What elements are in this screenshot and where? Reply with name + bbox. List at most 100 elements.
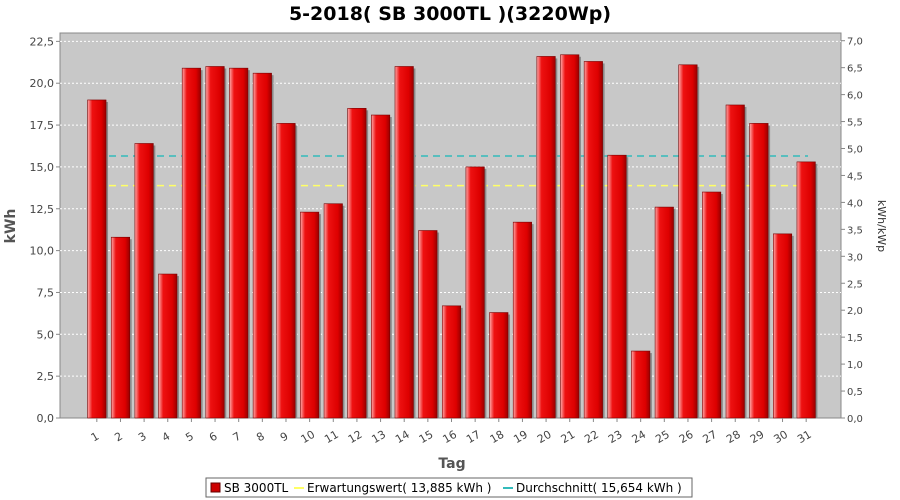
bar <box>607 154 627 419</box>
y-right-tick-label: 5,5 <box>847 118 863 129</box>
bar <box>536 56 556 419</box>
y-tick-label: 20,0 <box>30 77 55 90</box>
legend-box <box>205 477 693 498</box>
x-tick-label: 25 <box>653 428 672 446</box>
y-tick-label: 2,5 <box>37 370 55 383</box>
bar <box>702 191 722 419</box>
y-tick-label: 10,0 <box>30 245 55 258</box>
x-tick-label: 2 <box>112 430 125 445</box>
y-right-tick-label: 5,0 <box>847 145 863 156</box>
y-right-tick-label: 4,5 <box>847 171 863 182</box>
bar <box>796 161 816 419</box>
x-axis-label: Tag <box>438 456 465 472</box>
y-right-tick-label: 3,0 <box>847 252 863 263</box>
y-right-tick-label: 2,5 <box>847 279 863 290</box>
y-right-tick-label: 0,5 <box>847 387 863 398</box>
y-right-tick-label: 3,5 <box>847 225 863 236</box>
y-tick-label: 5,0 <box>37 328 55 341</box>
y-right-tick-label: 2,0 <box>847 306 863 317</box>
bar <box>678 64 698 419</box>
y-right-tick-label: 6,5 <box>847 64 863 75</box>
x-tick-label: 18 <box>488 428 507 446</box>
bar <box>87 99 107 419</box>
x-tick-label: 3 <box>136 430 149 445</box>
x-tick-label: 26 <box>677 428 696 446</box>
y-tick-label: 12,5 <box>30 203 55 216</box>
x-tick-label: 19 <box>511 428 530 446</box>
bar <box>347 108 367 419</box>
y-axis-left: 0,0 2,5 5,0 7,5 10,0 12,5 15,0 17,5 20,0 22,5 <box>30 35 60 425</box>
y-tick-label: 17,5 <box>30 119 55 132</box>
x-tick-label: 20 <box>535 428 554 446</box>
x-tick-label: 5 <box>183 430 196 445</box>
y-right-tick-label: 1,0 <box>847 360 863 371</box>
x-tick-label: 22 <box>582 428 601 446</box>
bar <box>110 236 130 419</box>
y-axis-label: kWh <box>3 209 19 244</box>
y-axis-right: 0,0 0,5 1,0 1,5 2,0 2,5 3,0 3,5 4,0 4,5 5,0 5,5 6,0 6… <box>841 37 863 425</box>
y-right-tick-label: 6,0 <box>847 91 863 102</box>
y-axis-right-label: kWh/kWp <box>875 200 888 252</box>
y-right-tick-label: 4,0 <box>847 198 863 209</box>
chart-title: 5-2018( SB 3000TL )(3220Wp) <box>289 3 611 25</box>
bar <box>134 143 154 419</box>
x-tick-label: 8 <box>254 430 267 445</box>
x-tick-label: 11 <box>322 428 341 446</box>
x-tick-label: 31 <box>795 428 814 446</box>
bar-series <box>87 54 818 419</box>
bar <box>181 67 201 419</box>
bar <box>441 305 462 419</box>
legend-label-average: Durchschnitt( 15,654 kWh ) <box>516 481 682 495</box>
bar <box>749 123 769 419</box>
bar <box>560 54 580 419</box>
x-tick-label: 28 <box>724 428 743 446</box>
x-tick-label: 29 <box>748 428 767 446</box>
x-tick-label: 9 <box>278 430 291 445</box>
legend-label-bars: SB 3000TL <box>224 481 289 495</box>
x-tick-label: 24 <box>630 428 649 446</box>
bar <box>631 350 651 419</box>
y-tick-label: 0,0 <box>37 412 55 425</box>
x-tick-label: 10 <box>299 428 318 446</box>
x-tick-label: 21 <box>559 428 578 446</box>
bar <box>583 61 603 419</box>
bar <box>371 114 391 419</box>
bar <box>512 221 532 419</box>
x-tick-label: 12 <box>346 428 365 446</box>
x-tick-label: 14 <box>393 428 412 446</box>
y-right-tick-label: 0,0 <box>847 414 863 425</box>
bar <box>418 230 438 419</box>
x-tick-label: 15 <box>417 428 436 446</box>
x-tick-label: 27 <box>701 428 720 446</box>
legend-swatch-bars <box>210 482 221 493</box>
bar <box>489 312 509 419</box>
bar <box>725 104 745 419</box>
x-tick-label: 17 <box>464 428 483 446</box>
x-tick-label: 6 <box>207 430 220 445</box>
bar <box>205 66 225 419</box>
x-tick-label: 1 <box>89 430 102 445</box>
legend: SB 3000TL Erwartungswert( 13,885 kWh ) D… <box>205 477 693 498</box>
y-tick-label: 15,0 <box>30 161 55 174</box>
x-tick-label: 13 <box>370 428 389 446</box>
x-tick-label: 7 <box>231 430 244 445</box>
bar <box>276 123 296 419</box>
x-axis: 1 2 3 4 5 6 7 8 9 10 11 12 13 14 15 16 17 18 19 20 21 22 23 24 2… <box>89 418 814 446</box>
y-right-tick-label: 7,0 <box>847 37 863 48</box>
y-right-tick-label: 1,5 <box>847 333 863 344</box>
bar <box>229 67 249 419</box>
bar <box>773 233 793 419</box>
bar <box>394 66 414 419</box>
bar <box>158 273 178 419</box>
x-tick-label: 23 <box>606 428 625 446</box>
bar <box>323 203 343 419</box>
bar <box>654 206 674 419</box>
x-tick-label: 4 <box>160 430 173 445</box>
bar <box>465 166 485 419</box>
legend-label-expected: Erwartungswert( 13,885 kWh ) <box>307 481 491 495</box>
x-tick-label: 16 <box>440 428 459 446</box>
y-tick-label: 22,5 <box>30 35 55 48</box>
y-tick-label: 7,5 <box>37 286 55 299</box>
bar <box>252 72 272 419</box>
